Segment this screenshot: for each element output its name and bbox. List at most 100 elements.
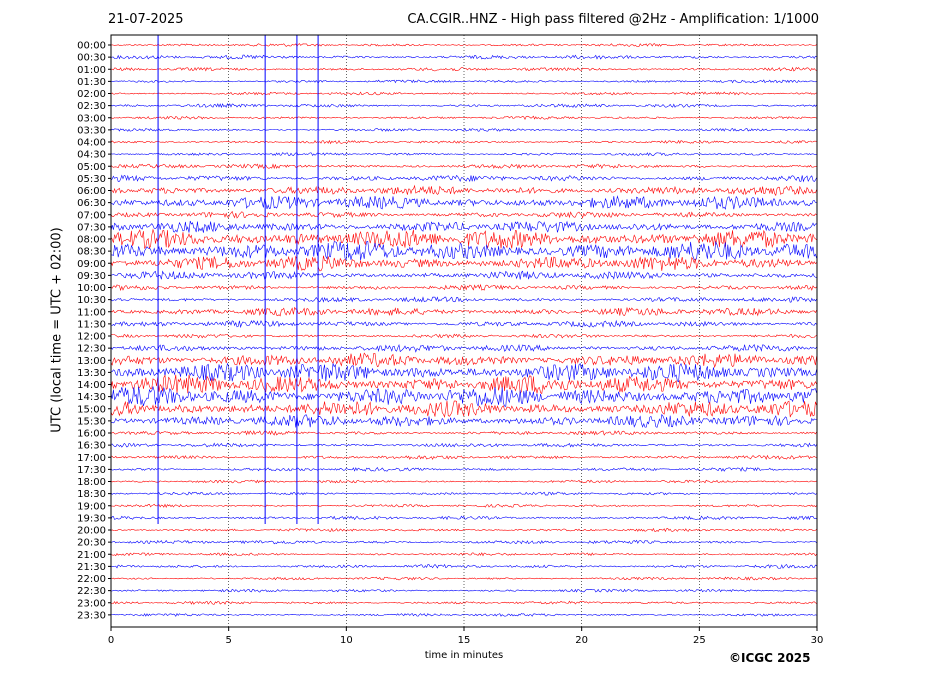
y-tick-label: 04:30 <box>77 150 106 161</box>
x-tick-label: 0 <box>108 635 114 646</box>
trace-0130 <box>110 79 817 84</box>
trace-0000 <box>110 43 817 47</box>
x-tick-label: 10 <box>340 635 353 646</box>
trace-group <box>110 43 817 617</box>
x-tick-label: 5 <box>225 635 231 646</box>
trace-0500 <box>110 163 817 170</box>
y-tick-label: 06:00 <box>77 186 106 197</box>
y-tick-label: 19:00 <box>77 501 106 512</box>
y-tick-label: 02:30 <box>77 101 106 112</box>
trace-1730 <box>110 466 817 472</box>
y-tick-label: 05:00 <box>77 162 106 173</box>
date-label: 21-07-2025 <box>108 12 184 27</box>
y-tick-label: 09:00 <box>77 259 106 270</box>
trace-1900 <box>110 503 817 508</box>
y-tick-label: 04:00 <box>77 138 106 149</box>
trace-1000 <box>110 283 817 292</box>
y-tick-label: 07:00 <box>77 210 106 221</box>
trace-2030 <box>110 539 817 545</box>
trace-1430 <box>110 385 817 407</box>
y-tick-label: 12:00 <box>77 332 106 343</box>
y-tick-label: 17:00 <box>77 453 106 464</box>
trace-2100 <box>110 552 817 557</box>
trace-0630 <box>110 195 817 210</box>
x-axis-label: time in minutes <box>424 650 504 661</box>
y-tick-label: 01:00 <box>77 65 106 76</box>
y-tick-label: 17:30 <box>77 465 106 476</box>
trace-1530 <box>110 413 817 428</box>
y-tick-label: 20:00 <box>77 526 106 537</box>
y-tick-label: 16:00 <box>77 429 106 440</box>
trace-0700 <box>110 210 817 219</box>
trace-1600 <box>110 430 817 436</box>
y-tick-label: 22:00 <box>77 574 106 585</box>
trace-1030 <box>110 296 817 303</box>
x-tick-label: 15 <box>458 635 471 646</box>
trace-0900 <box>110 255 817 272</box>
trace-0830 <box>110 240 817 261</box>
y-tick-label: 05:30 <box>77 174 106 185</box>
y-tick-label: 09:30 <box>77 271 106 282</box>
y-tick-label: 14:30 <box>77 392 106 403</box>
y-tick-label: 00:30 <box>77 53 106 64</box>
y-tick-label: 03:00 <box>77 113 106 124</box>
y-tick-label: 23:00 <box>77 598 106 609</box>
y-tick-label: 18:00 <box>77 477 106 488</box>
trace-1130 <box>110 319 817 329</box>
y-tick-label: 19:30 <box>77 513 106 524</box>
y-tick-label: 14:00 <box>77 380 106 391</box>
y-tick-label: 08:00 <box>77 235 106 246</box>
trace-1930 <box>110 515 817 521</box>
trace-0930 <box>110 270 817 280</box>
x-tick-label: 25 <box>693 635 706 646</box>
trace-1800 <box>110 479 817 484</box>
trace-2300 <box>110 600 817 605</box>
y-tick-label: 22:30 <box>77 586 106 597</box>
trace-1100 <box>110 306 817 317</box>
trace-0400 <box>110 139 817 145</box>
y-tick-label: 21:00 <box>77 550 106 561</box>
y-tick-group: 00:0000:3001:0001:3002:0002:3003:0003:30… <box>77 41 111 621</box>
y-tick-label: 11:00 <box>77 307 106 318</box>
y-tick-label: 13:30 <box>77 368 106 379</box>
trace-0200 <box>110 91 817 96</box>
trace-0800 <box>110 228 817 249</box>
y-tick-label: 13:00 <box>77 356 106 367</box>
y-tick-label: 11:30 <box>77 319 106 330</box>
y-tick-label: 01:30 <box>77 77 106 88</box>
x-tick-label: 30 <box>811 635 824 646</box>
trace-0330 <box>110 128 817 132</box>
y-tick-label: 18:30 <box>77 489 106 500</box>
trace-1330 <box>110 362 817 383</box>
trace-1630 <box>110 442 817 448</box>
y-tick-label: 15:00 <box>77 404 106 415</box>
y-tick-label: 15:30 <box>77 416 106 427</box>
trace-0030 <box>110 54 817 60</box>
y-tick-label: 03:30 <box>77 125 106 136</box>
y-tick-label: 00:00 <box>77 41 106 52</box>
trace-1830 <box>110 491 817 496</box>
y-tick-label: 20:30 <box>77 538 106 549</box>
trace-2200 <box>110 576 817 581</box>
trace-2330 <box>110 612 817 617</box>
y-tick-label: 10:00 <box>77 283 106 294</box>
trace-1200 <box>110 333 817 339</box>
y-tick-label: 06:30 <box>77 198 106 209</box>
y-tick-label: 07:30 <box>77 222 106 233</box>
y-tick-label: 12:30 <box>77 344 106 355</box>
trace-0530 <box>110 174 817 183</box>
trace-1400 <box>110 374 817 395</box>
x-tick-label: 20 <box>575 635 588 646</box>
chart-title: CA.CGIR..HNZ - High pass filtered @2Hz -… <box>407 12 819 27</box>
trace-1300 <box>110 352 817 369</box>
trace-1230 <box>110 343 817 353</box>
trace-1500 <box>110 400 817 418</box>
trace-0300 <box>110 115 817 121</box>
y-tick-label: 16:30 <box>77 441 106 452</box>
spike-group <box>157 35 319 524</box>
x-tick-group: 0 5 10 15 20 25 30 <box>108 627 824 646</box>
y-tick-label: 02:00 <box>77 89 106 100</box>
y-tick-label: 10:30 <box>77 295 106 306</box>
trace-1700 <box>110 454 817 461</box>
